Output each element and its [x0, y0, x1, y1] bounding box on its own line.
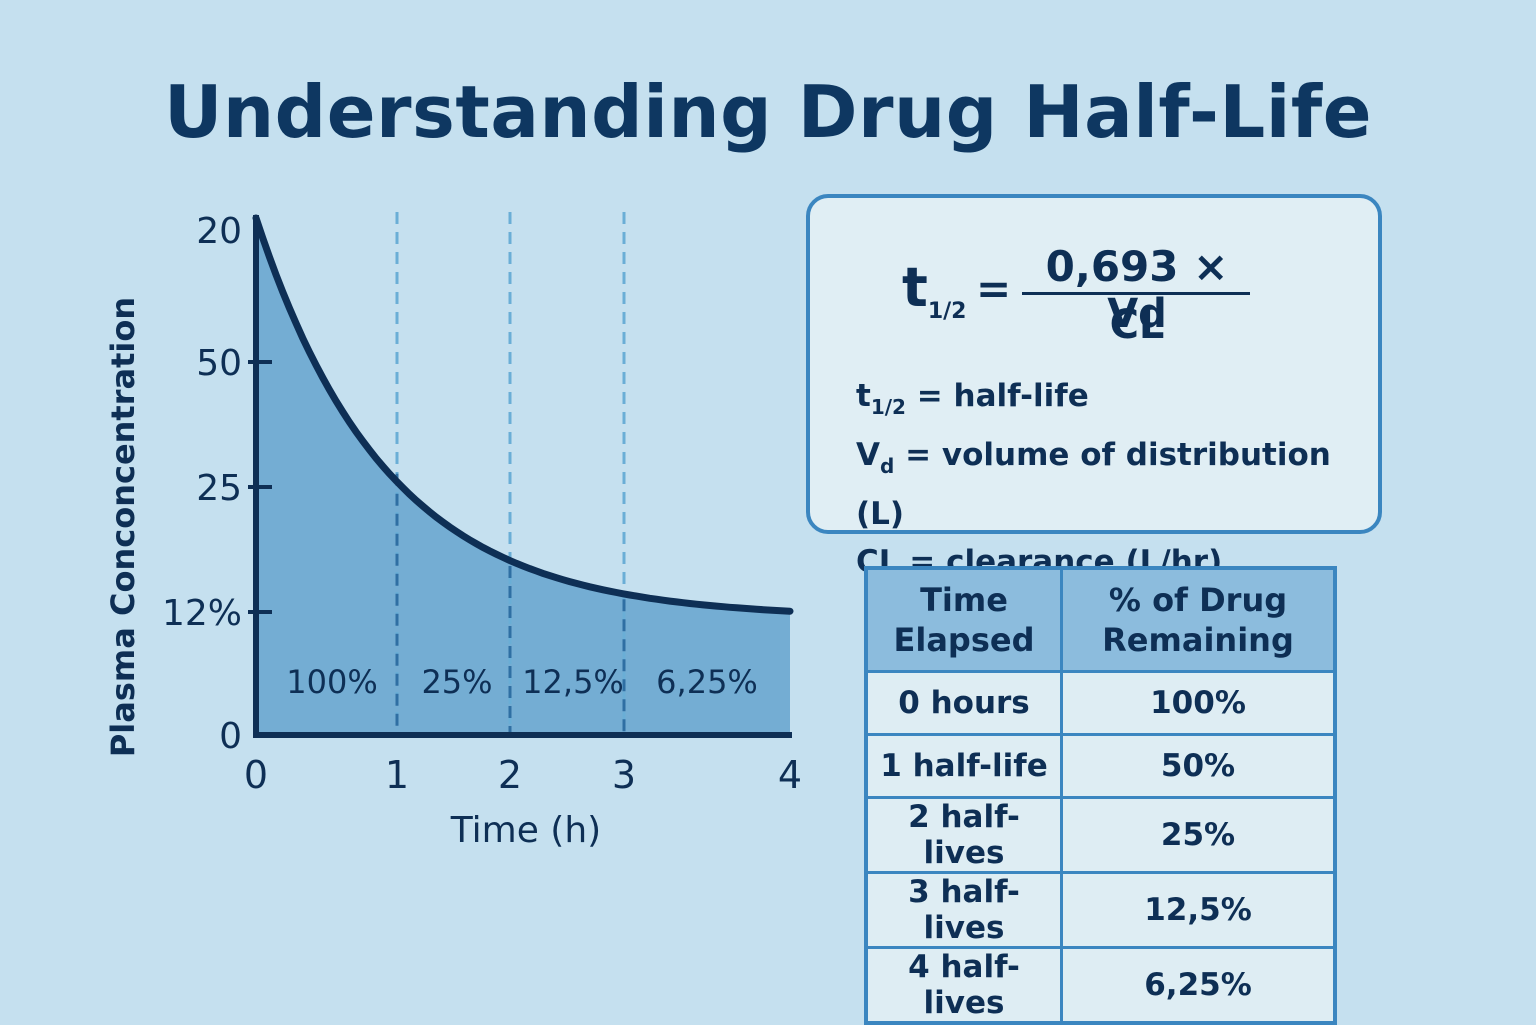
- formula-card: t1/2 = 0,693 × Vd CL t1/2 = half-life Vd…: [806, 194, 1382, 534]
- cell-remaining: 50%: [1062, 735, 1336, 798]
- cell-time: 3 half-lives: [866, 873, 1062, 948]
- x-tick-label: 1: [385, 753, 409, 797]
- table-header-row: Time Elapsed % of Drug Remaining: [866, 568, 1335, 672]
- table-row: 0 hours 100%: [866, 672, 1335, 735]
- half-life-table: Time Elapsed % of Drug Remaining 0 hours…: [864, 566, 1337, 1025]
- formula-lhs-symbol: t: [902, 256, 928, 319]
- segment-label: 6,25%: [656, 663, 758, 701]
- cell-remaining: 12,5%: [1062, 873, 1336, 948]
- definitions-list: t1/2 = half-life Vd = volume of distribu…: [856, 372, 1378, 597]
- x-tick-label: 3: [612, 753, 636, 797]
- formula-numerator-constant: 0,693 ×: [1046, 242, 1229, 291]
- formula-lhs-subscript: 1/2: [928, 299, 967, 324]
- x-tick-label: 0: [244, 753, 268, 797]
- cell-remaining: 25%: [1062, 798, 1336, 873]
- y-axis-label: Plasma Conconcentration: [104, 297, 142, 757]
- x-tick-label: 4: [778, 753, 802, 797]
- concentration-area: [256, 218, 790, 735]
- header-time-elapsed: Time Elapsed: [866, 568, 1062, 672]
- header-drug-remaining: % of Drug Remaining: [1062, 568, 1336, 672]
- y-tick-label: 50: [196, 343, 242, 384]
- table-row: 4 half-lives 6,25%: [866, 948, 1335, 1024]
- formula-equals: =: [976, 264, 1011, 313]
- formula-denominator: CL: [1022, 302, 1252, 348]
- cell-time: 0 hours: [866, 672, 1062, 735]
- segment-label: 12,5%: [522, 663, 624, 701]
- fraction-bar: [1022, 292, 1250, 295]
- table-row: 3 half-lives 12,5%: [866, 873, 1335, 948]
- table-row: 2 half-lives 25%: [866, 798, 1335, 873]
- segment-label: 25%: [421, 663, 492, 701]
- definition-volume: Vd = volume of distribution (L): [856, 431, 1378, 538]
- cell-time: 1 half-life: [866, 735, 1062, 798]
- formula-lhs: t1/2: [902, 256, 966, 324]
- definition-half-life: t1/2 = half-life: [856, 372, 1378, 431]
- cell-remaining: 6,25%: [1062, 948, 1336, 1024]
- y-tick-label: 0: [219, 716, 242, 757]
- x-axis-label: Time (h): [450, 810, 601, 851]
- y-tick-label: 12%: [162, 593, 242, 634]
- cell-time: 2 half-lives: [866, 798, 1062, 873]
- cell-remaining: 100%: [1062, 672, 1336, 735]
- segment-label: 100%: [286, 663, 377, 701]
- y-tick-label: 25: [196, 468, 242, 509]
- half-life-chart: 0 12% 25 50 20 0 1 2 3 4 100% 25% 12,5% 6,25% Time (h…: [0, 0, 820, 900]
- x-tick-label: 2: [498, 753, 522, 797]
- y-tick-label: 20: [196, 211, 242, 252]
- table-row: 1 half-life 50%: [866, 735, 1335, 798]
- cell-time: 4 half-lives: [866, 948, 1062, 1024]
